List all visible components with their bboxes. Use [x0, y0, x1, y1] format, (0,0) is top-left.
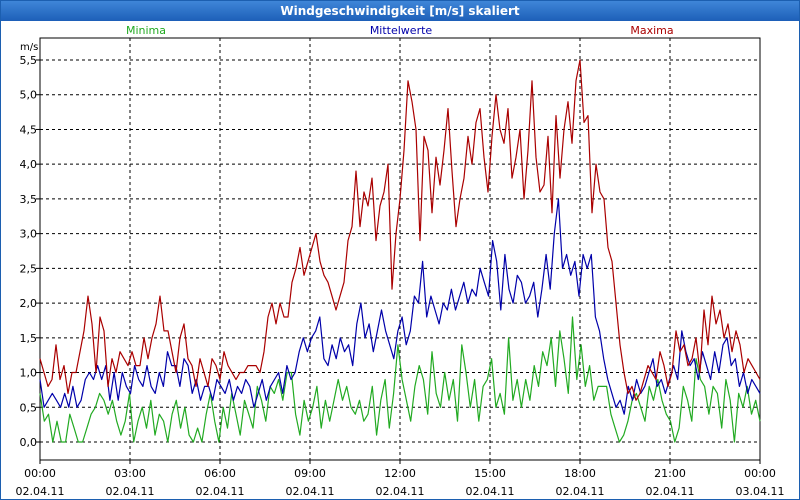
series-line-minima	[39, 316, 761, 443]
x-tick-time: 00:00	[744, 467, 776, 480]
x-tick-time: 03:00	[114, 467, 146, 480]
y-tick-label: 3,0	[20, 228, 38, 241]
x-tick-date: 02.04.11	[106, 485, 155, 498]
grid-lines	[40, 38, 760, 460]
y-tick-label: 1,5	[20, 332, 38, 345]
window-title: Windgeschwindigkeit [m/s] skaliert	[1, 1, 799, 21]
legend-entry-mittelwerte: Mittelwerte	[370, 24, 433, 37]
y-axis-ticks: 0,0 0,5 1,0 1,5 2,0 2,5 3,0 3,5 4,0 4,5 5,0 5,5	[20, 54, 40, 449]
y-tick-label: 4,5	[20, 123, 38, 136]
x-tick-date: 02.04.11	[556, 485, 605, 498]
y-tick-label: 2,5	[20, 262, 38, 275]
y-tick-label: 2,0	[20, 297, 38, 310]
x-tick-date: 02.04.11	[286, 485, 335, 498]
x-axis-ticks: 00:00 02.04.11 03:00 02.04.11 06:00 02.04.11 0…	[16, 460, 785, 498]
series-line-mittelwerte	[39, 198, 761, 415]
x-tick-date: 03.04.11	[736, 485, 785, 498]
y-axis-label: m/s	[20, 42, 38, 53]
x-tick-time: 21:00	[654, 467, 686, 480]
series-line-maxima	[39, 59, 761, 401]
x-tick-date: 02.04.11	[196, 485, 245, 498]
y-tick-label: 5,5	[20, 54, 38, 67]
legend: Minima Mittelwerte Maxima	[126, 24, 674, 37]
y-tick-label: 4,0	[20, 158, 38, 171]
series-lines	[39, 59, 761, 443]
x-tick-time: 09:00	[294, 467, 326, 480]
legend-entry-minima: Minima	[126, 24, 166, 37]
x-tick-time: 06:00	[204, 467, 236, 480]
y-tick-label: 3,5	[20, 193, 38, 206]
legend-entry-maxima: Maxima	[630, 24, 673, 37]
x-tick-date: 02.04.11	[16, 485, 65, 498]
x-tick-time: 15:00	[474, 467, 506, 480]
y-tick-label: 5,0	[20, 89, 38, 102]
x-tick-time: 00:00	[24, 467, 56, 480]
x-tick-date: 02.04.11	[646, 485, 695, 498]
x-tick-date: 02.04.11	[376, 485, 425, 498]
x-tick-time: 12:00	[384, 467, 416, 480]
y-tick-label: 1,0	[20, 367, 38, 380]
x-tick-time: 18:00	[564, 467, 596, 480]
x-tick-date: 02.04.11	[466, 485, 515, 498]
y-tick-label: 0,0	[20, 436, 38, 449]
y-tick-label: 0,5	[20, 401, 38, 414]
